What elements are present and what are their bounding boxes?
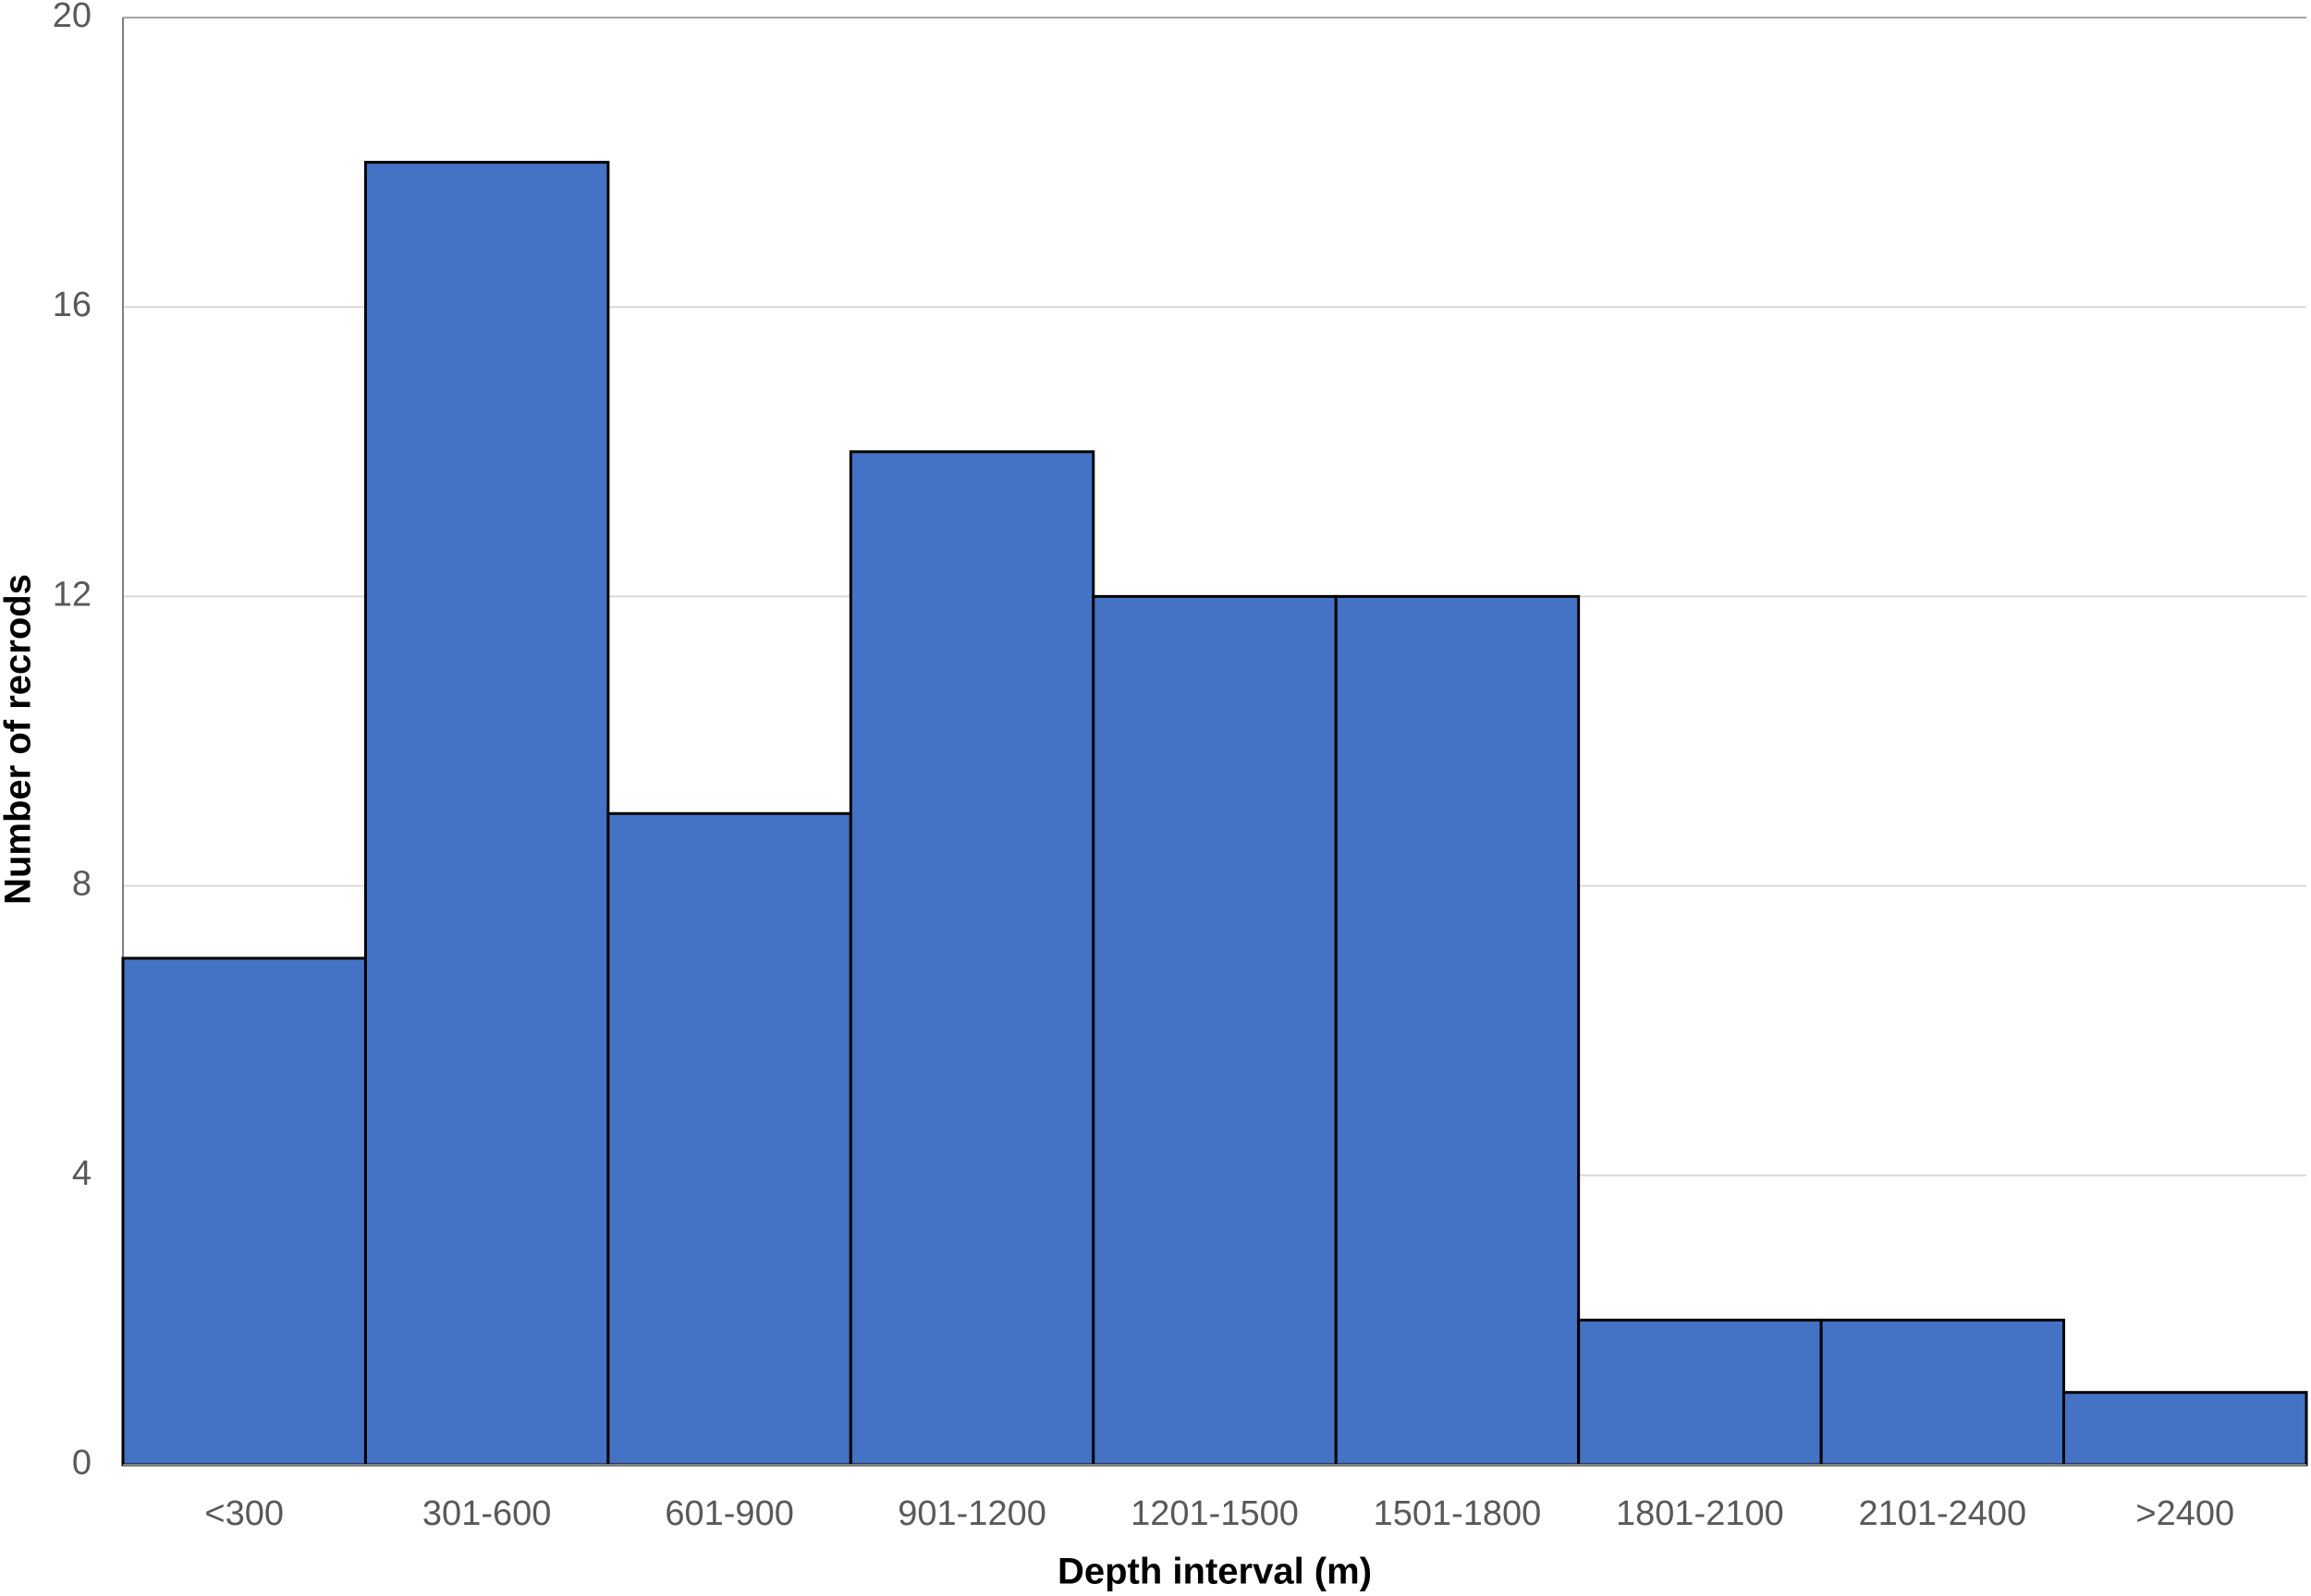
y-tick-label: 8 — [72, 865, 92, 904]
x-tick-label: >2400 — [2135, 1494, 2234, 1533]
x-tick-label: 601-900 — [665, 1494, 793, 1533]
y-tick-label: 16 — [53, 286, 92, 324]
y-tick-label: 20 — [53, 0, 92, 35]
x-tick-label: 1801-2100 — [1616, 1494, 1784, 1533]
bar — [1577, 1318, 1823, 1467]
x-tick-label: 301-600 — [422, 1494, 551, 1533]
x-tick-label: 1501-1800 — [1374, 1494, 1542, 1533]
y-tick-label: 12 — [53, 575, 92, 614]
x-tick-label: <300 — [204, 1494, 284, 1533]
y-tick-label: 4 — [72, 1154, 92, 1193]
x-tick-label: 901-1200 — [898, 1494, 1046, 1533]
bar — [121, 956, 367, 1467]
bar — [1334, 594, 1581, 1467]
bar — [1092, 594, 1338, 1467]
bar — [606, 811, 852, 1467]
bar — [1819, 1318, 2066, 1467]
x-axis-title: Depth interval (m) — [1058, 1552, 1372, 1592]
y-tick-label: 0 — [72, 1444, 92, 1482]
y-axis-title: Number of recrods — [0, 574, 39, 905]
x-tick-label: 1201-1500 — [1131, 1494, 1299, 1533]
bar — [849, 450, 1095, 1467]
bar — [2062, 1391, 2308, 1467]
bar — [363, 161, 610, 1467]
x-tick-label: 2101-2400 — [1858, 1494, 2026, 1533]
